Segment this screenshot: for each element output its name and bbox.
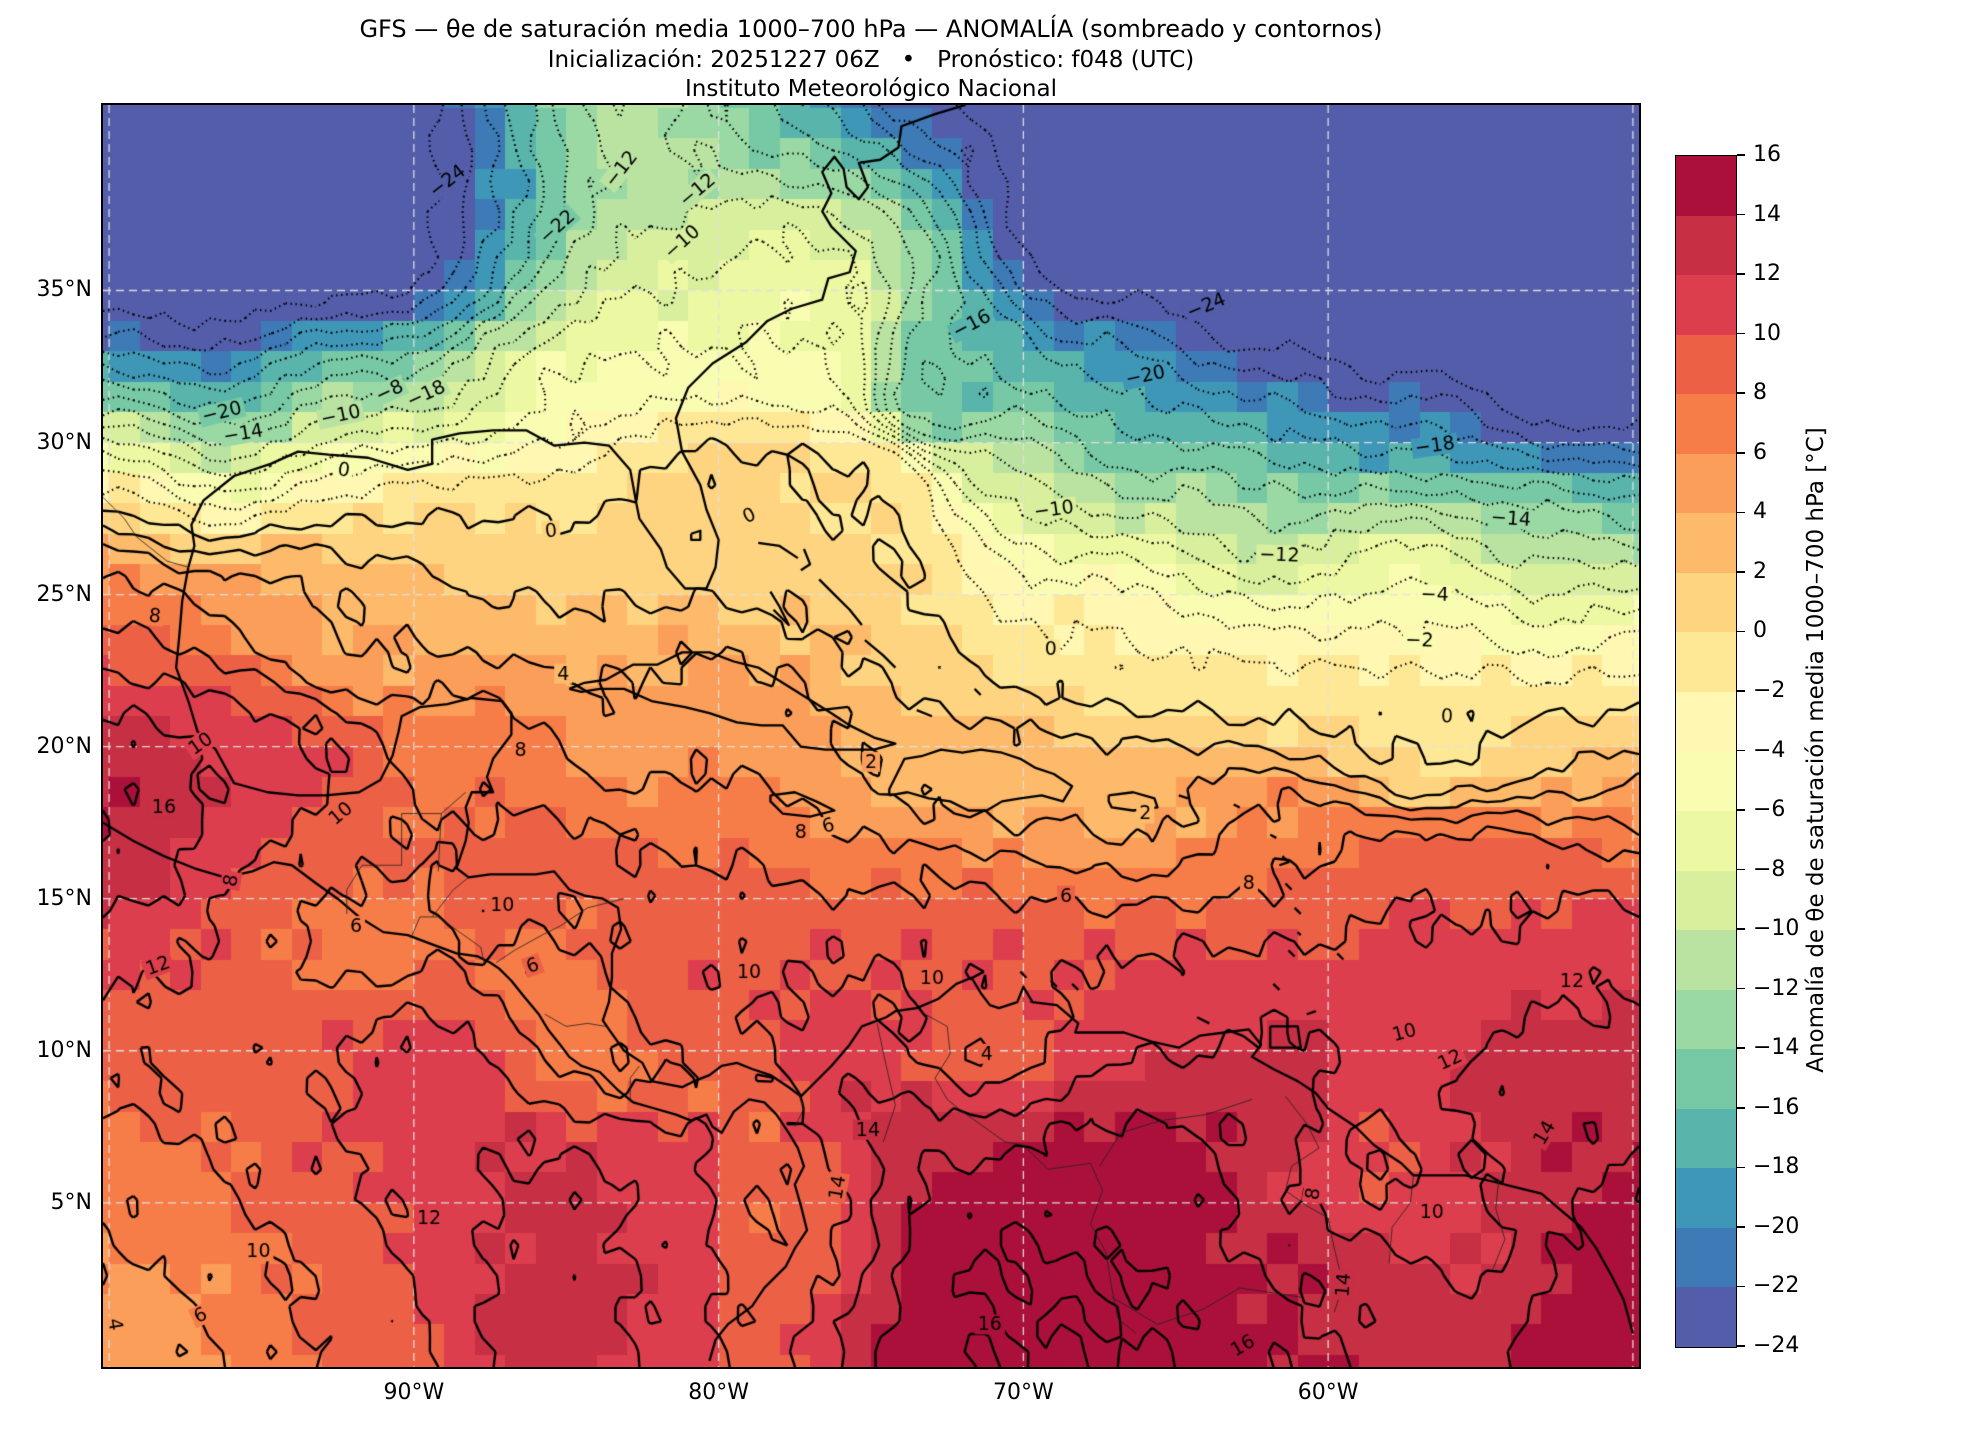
colorbar-tick bbox=[1737, 571, 1745, 573]
colorbar-tick-label: 2 bbox=[1753, 558, 1767, 584]
y-tick-label: 10°N bbox=[36, 1037, 92, 1063]
colorbar-tick-label: 4 bbox=[1753, 499, 1767, 525]
colorbar-tick bbox=[1737, 273, 1745, 275]
colorbar-tick bbox=[1737, 928, 1745, 930]
colorbar-tick-label: −18 bbox=[1753, 1154, 1800, 1180]
colorbar-segment bbox=[1676, 1049, 1736, 1110]
colorbar-tick bbox=[1737, 1345, 1745, 1347]
colorbar-tick bbox=[1737, 1107, 1745, 1109]
figure-institution: Instituto Meteorológico Nacional bbox=[685, 76, 1057, 102]
colorbar-tick bbox=[1737, 154, 1745, 156]
colorbar-segment bbox=[1676, 275, 1736, 336]
colorbar-tick-label: −6 bbox=[1753, 797, 1786, 823]
colorbar-segment bbox=[1676, 394, 1736, 455]
x-tick-label: 70°W bbox=[993, 1380, 1054, 1405]
y-tick-label: 30°N bbox=[36, 429, 92, 455]
colorbar-segment bbox=[1676, 870, 1736, 931]
colorbar-segment bbox=[1676, 1108, 1736, 1169]
colorbar-tick-label: 16 bbox=[1753, 142, 1781, 167]
colorbar-segment bbox=[1676, 751, 1736, 812]
colorbar-tick-label: −8 bbox=[1753, 856, 1786, 882]
colorbar-tick-label: −20 bbox=[1753, 1213, 1800, 1239]
colorbar-tick bbox=[1737, 213, 1745, 216]
colorbar-segment bbox=[1676, 453, 1736, 514]
colorbar-tick-label: 14 bbox=[1753, 201, 1781, 227]
colorbar-tick bbox=[1737, 451, 1745, 454]
colorbar-segment bbox=[1676, 989, 1736, 1050]
colorbar-tick-label: 10 bbox=[1753, 320, 1781, 346]
x-tick-label: 90°W bbox=[383, 1380, 445, 1405]
colorbar-segment bbox=[1676, 1168, 1736, 1229]
colorbar-tick-label: 0 bbox=[1753, 618, 1767, 644]
colorbar-tick-label: −2 bbox=[1753, 677, 1786, 703]
title-block: GFS — θe de saturación media 1000–700 hP… bbox=[103, 14, 1639, 104]
colorbar-segment bbox=[1676, 513, 1736, 574]
colorbar-tick-label: −10 bbox=[1753, 916, 1800, 942]
colorbar-tick-label: 12 bbox=[1753, 261, 1781, 287]
y-tick-label: 25°N bbox=[36, 581, 92, 607]
colorbar-segment bbox=[1676, 691, 1736, 752]
colorbar-tick bbox=[1737, 630, 1745, 633]
colorbar-segment bbox=[1676, 930, 1736, 991]
y-tick-label: 15°N bbox=[36, 885, 92, 911]
colorbar-tick bbox=[1737, 809, 1745, 811]
figure-title: GFS — θe de saturación media 1000–700 hP… bbox=[359, 15, 1383, 43]
map-canvas bbox=[103, 105, 1639, 1367]
colorbar-tick-label: −4 bbox=[1753, 737, 1786, 763]
colorbar-tick bbox=[1737, 332, 1745, 335]
colorbar-tick bbox=[1737, 1226, 1745, 1228]
colorbar-tick bbox=[1737, 690, 1745, 692]
x-tick-label: 60°W bbox=[1297, 1380, 1359, 1405]
colorbar-tick-label: −14 bbox=[1753, 1035, 1800, 1061]
colorbar-segment bbox=[1676, 811, 1736, 872]
colorbar bbox=[1675, 155, 1737, 1348]
colorbar-segment bbox=[1676, 334, 1736, 395]
colorbar-segment bbox=[1676, 572, 1736, 633]
colorbar-tick-label: −12 bbox=[1753, 975, 1800, 1001]
colorbar-tick bbox=[1737, 987, 1745, 990]
colorbar-tick-label: −24 bbox=[1753, 1333, 1800, 1358]
colorbar-tick bbox=[1737, 392, 1745, 394]
colorbar-tick bbox=[1737, 1285, 1745, 1288]
colorbar-segment bbox=[1676, 156, 1736, 217]
colorbar-tick bbox=[1737, 868, 1745, 871]
y-tick-label: 5°N bbox=[50, 1189, 92, 1215]
colorbar-segment bbox=[1676, 1287, 1736, 1348]
colorbar-tick-label: 8 bbox=[1753, 380, 1767, 406]
colorbar-segment bbox=[1676, 1227, 1736, 1288]
colorbar-segment bbox=[1676, 632, 1736, 693]
colorbar-tick-label: −22 bbox=[1753, 1273, 1800, 1299]
colorbar-tick-label: −16 bbox=[1753, 1094, 1800, 1120]
figure-subtitle-init-forecast: Inicialización: 20251227 06Z • Pronóstic… bbox=[547, 47, 1195, 73]
colorbar-tick-label: 6 bbox=[1753, 439, 1767, 465]
colorbar-tick bbox=[1737, 749, 1745, 752]
colorbar-tick bbox=[1737, 1047, 1745, 1050]
x-tick-label: 80°W bbox=[688, 1380, 749, 1405]
colorbar-tick bbox=[1737, 511, 1745, 514]
y-tick-label: 20°N bbox=[36, 733, 92, 759]
y-tick-label: 35°N bbox=[36, 277, 92, 303]
colorbar-tick bbox=[1737, 1166, 1745, 1169]
colorbar-label: Anomalía de θe de saturación media 1000–… bbox=[1803, 427, 1829, 1073]
colorbar-segment bbox=[1676, 215, 1736, 276]
